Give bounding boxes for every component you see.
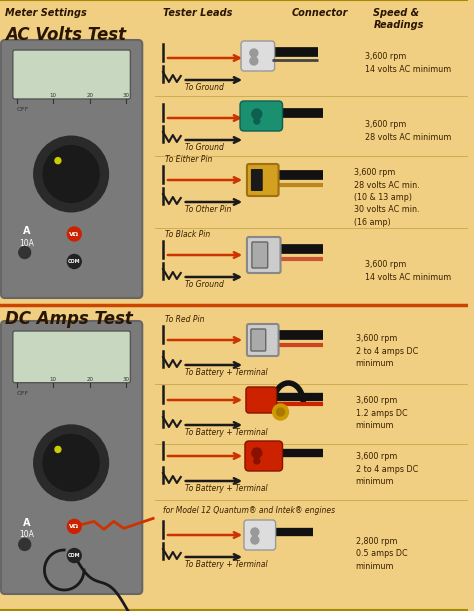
- Text: 20: 20: [86, 377, 93, 382]
- FancyBboxPatch shape: [13, 331, 130, 382]
- Text: To Black Pin: To Black Pin: [165, 230, 210, 239]
- Text: 10: 10: [50, 377, 57, 382]
- Text: for Model 12 Quantum® and Intek® engines: for Model 12 Quantum® and Intek® engines: [163, 506, 335, 515]
- Text: 3,600 rpm
14 volts AC minimum: 3,600 rpm 14 volts AC minimum: [365, 52, 452, 73]
- FancyBboxPatch shape: [247, 164, 279, 196]
- Text: OFF: OFF: [17, 390, 29, 396]
- Text: To Battery + Terminal: To Battery + Terminal: [185, 428, 267, 437]
- Text: A: A: [23, 519, 30, 529]
- Text: To Ground: To Ground: [185, 280, 224, 289]
- FancyBboxPatch shape: [245, 441, 283, 471]
- Text: 20: 20: [86, 93, 93, 98]
- Text: To Ground: To Ground: [185, 83, 224, 92]
- Text: Tester Leads: Tester Leads: [163, 8, 232, 18]
- Text: 10A: 10A: [19, 238, 34, 247]
- Text: To Battery + Terminal: To Battery + Terminal: [185, 368, 267, 377]
- Text: Meter Settings: Meter Settings: [5, 8, 87, 18]
- Circle shape: [67, 227, 81, 241]
- Text: COM: COM: [68, 553, 81, 558]
- Circle shape: [277, 408, 284, 416]
- Circle shape: [19, 538, 31, 551]
- Text: To Either Pin: To Either Pin: [165, 155, 212, 164]
- Circle shape: [34, 136, 109, 212]
- Text: 10A: 10A: [19, 530, 34, 540]
- Text: 3,600 rpm
1.2 amps DC
minimum: 3,600 rpm 1.2 amps DC minimum: [356, 396, 407, 430]
- Text: VΩ: VΩ: [69, 232, 79, 236]
- Circle shape: [252, 109, 262, 119]
- Text: 10: 10: [50, 93, 57, 98]
- Text: To Ground: To Ground: [185, 143, 224, 152]
- Text: 2,800 rpm
0.5 amps DC
minimum: 2,800 rpm 0.5 amps DC minimum: [356, 537, 407, 571]
- FancyBboxPatch shape: [247, 324, 279, 356]
- Text: 3,600 rpm
28 volts AC min.
(10 & 13 amp)
30 volts AC min.
(16 amp): 3,600 rpm 28 volts AC min. (10 & 13 amp)…: [354, 168, 419, 227]
- Circle shape: [67, 549, 81, 563]
- Circle shape: [43, 145, 99, 202]
- Text: 3,600 rpm
2 to 4 amps DC
minimum: 3,600 rpm 2 to 4 amps DC minimum: [356, 452, 418, 486]
- Circle shape: [67, 519, 81, 533]
- Text: 3,600 rpm
14 volts AC minimum: 3,600 rpm 14 volts AC minimum: [365, 260, 452, 282]
- Text: Connector: Connector: [292, 8, 348, 18]
- FancyBboxPatch shape: [246, 387, 277, 413]
- Text: 3,600 rpm
2 to 4 amps DC
minimum: 3,600 rpm 2 to 4 amps DC minimum: [356, 334, 418, 368]
- FancyBboxPatch shape: [1, 321, 142, 594]
- FancyBboxPatch shape: [244, 520, 275, 550]
- FancyBboxPatch shape: [251, 169, 263, 191]
- Text: 30: 30: [123, 377, 130, 382]
- Circle shape: [254, 458, 260, 464]
- FancyBboxPatch shape: [13, 50, 130, 99]
- Circle shape: [251, 536, 259, 544]
- Circle shape: [67, 255, 81, 268]
- Text: To Battery + Terminal: To Battery + Terminal: [185, 484, 267, 493]
- Text: A: A: [23, 227, 30, 236]
- Circle shape: [252, 448, 262, 458]
- Text: AC Volts Test: AC Volts Test: [5, 26, 126, 44]
- Circle shape: [250, 49, 258, 57]
- Text: 30: 30: [123, 93, 130, 98]
- Circle shape: [251, 528, 259, 536]
- Circle shape: [55, 447, 61, 452]
- Circle shape: [19, 246, 31, 258]
- Circle shape: [273, 404, 289, 420]
- Text: To Battery + Terminal: To Battery + Terminal: [185, 560, 267, 569]
- Circle shape: [55, 158, 61, 164]
- FancyBboxPatch shape: [240, 101, 283, 131]
- Text: 3,600 rpm
28 volts AC minimum: 3,600 rpm 28 volts AC minimum: [365, 120, 452, 142]
- Circle shape: [254, 118, 260, 124]
- Text: To Other Pin: To Other Pin: [185, 205, 231, 214]
- Text: Speed &
Readings: Speed & Readings: [374, 8, 424, 29]
- FancyBboxPatch shape: [1, 40, 142, 298]
- Text: OFF: OFF: [17, 107, 29, 112]
- FancyBboxPatch shape: [247, 237, 281, 273]
- Circle shape: [34, 425, 109, 500]
- FancyBboxPatch shape: [252, 242, 268, 268]
- Circle shape: [43, 434, 99, 491]
- FancyBboxPatch shape: [251, 329, 266, 351]
- Circle shape: [250, 57, 258, 65]
- Text: COM: COM: [68, 259, 81, 264]
- Text: VΩ: VΩ: [69, 524, 79, 529]
- FancyBboxPatch shape: [241, 41, 274, 71]
- Text: DC Amps Test: DC Amps Test: [5, 310, 133, 328]
- Text: To Red Pin: To Red Pin: [165, 315, 204, 324]
